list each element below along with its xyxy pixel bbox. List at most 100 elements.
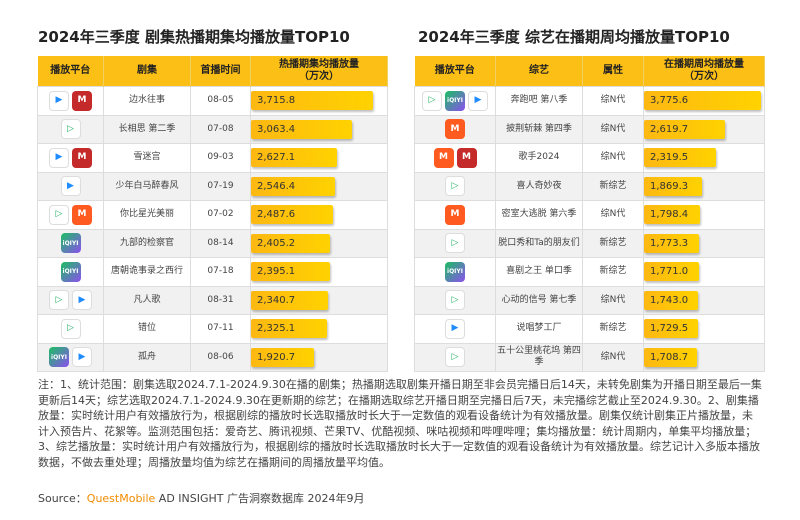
platform-cell: ▷	[414, 285, 496, 315]
value-bar: 1,729.5	[644, 319, 698, 339]
value-bar: 1,869.3	[644, 176, 702, 196]
value-cell: 1,729.5	[643, 314, 765, 344]
value-bar: 2,546.4	[251, 176, 335, 196]
variety-table: 播放平台 综艺 属性 在播期周均播放量 （万次） ▷ iQIYI ▶ 奔跑吧 第八季 综N代 3,…	[414, 56, 765, 372]
value-cell: 3,715.8	[250, 86, 388, 116]
title-cell: 五十公里桃花坞 第四季	[495, 342, 583, 372]
value-bar: 3,715.8	[251, 91, 373, 111]
title-cell: 错位	[103, 314, 191, 344]
column-header: 剧集	[103, 56, 191, 87]
attribute-cell: 综N代	[582, 143, 644, 173]
platform-cell: ▷ M	[37, 200, 104, 230]
table-row: iQIYI ▶ 孤舟 08-06 1,920.7	[37, 342, 388, 372]
table-row: iQIYI 九部的检察官 08-14 2,405.2	[37, 228, 388, 258]
platform-cell: ▶	[414, 314, 496, 344]
title-cell: 歌手2024	[495, 143, 583, 173]
platform-cell: iQIYI	[37, 228, 104, 258]
youku-icon: ▶	[468, 90, 488, 111]
tencent-icon: ▷	[445, 290, 465, 311]
youku-icon: ▶	[445, 318, 465, 339]
platform-cell: iQIYI	[414, 257, 496, 287]
value-bar: 1,798.4	[644, 205, 700, 225]
table-row: ▷ 喜人奇妙夜 新综艺 1,869.3	[414, 171, 765, 201]
column-header: 播放平台	[414, 56, 496, 87]
platform-cell: ▷ iQIYI ▶	[414, 86, 496, 116]
iqiyi-icon: iQIYI	[445, 90, 465, 111]
title-cell: 边水往事	[103, 86, 191, 116]
table-row: iQIYI 唐朝诡事录之西行 07-18 2,395.1	[37, 257, 388, 287]
value-cell: 3,775.6	[643, 86, 765, 116]
variety-table-title: 2024年三季度 综艺在播期周均播放量TOP10	[418, 28, 730, 46]
source-line: Source：QuestMobile AD INSIGHT 广告洞察数据库 20…	[38, 490, 365, 506]
footnotes: 注：1、统计范围：剧集选取2024.7.1-2024.9.30在播的剧集；热播期…	[38, 378, 762, 469]
value-bar: 2,619.7	[644, 119, 726, 139]
value-cell: 2,546.4	[250, 171, 388, 201]
source-text: AD INSIGHT 广告洞察数据库 2024年9月	[155, 492, 365, 505]
iqiyi-icon: iQIYI	[445, 261, 465, 282]
value-bar: 1,743.0	[644, 290, 698, 310]
attribute-cell: 新综艺	[582, 171, 644, 201]
title-cell: 披荆斩棘 第四季	[495, 114, 583, 144]
value-cell: 2,487.6	[250, 200, 388, 230]
column-header: 属性	[582, 56, 644, 87]
drama-table: 播放平台 剧集 首播时间 热播期集均播放量 （万次） ▶ M 边水往事 08-05 3,715.…	[37, 56, 388, 372]
value-bar: 3,775.6	[644, 91, 761, 111]
title-cell: 你比星光美丽	[103, 200, 191, 230]
table-row: ▷ 错位 07-11 2,325.1	[37, 314, 388, 344]
value-cell: 2,619.7	[643, 114, 765, 144]
value-cell: 1,798.4	[643, 200, 765, 230]
tencent-icon: ▷	[445, 233, 465, 254]
mango-icon: M	[445, 204, 465, 225]
title-cell: 雪迷宫	[103, 143, 191, 173]
platform-cell: ▶ M	[37, 143, 104, 173]
platform-cell: ▶	[37, 171, 104, 201]
value-bar: 1,920.7	[251, 347, 315, 367]
platform-cell: ▷	[414, 228, 496, 258]
premiere-date-cell: 07-18	[190, 257, 251, 287]
tencent-icon: ▷	[422, 90, 442, 111]
column-header: 在播期周均播放量 （万次）	[643, 56, 765, 87]
table-row: ▷ iQIYI ▶ 奔跑吧 第八季 综N代 3,775.6	[414, 86, 765, 116]
table-row: M 密室大逃脱 第六季 综N代 1,798.4	[414, 200, 765, 230]
table-row: iQIYI 喜剧之王 单口季 新综艺 1,771.0	[414, 257, 765, 287]
premiere-date-cell: 07-19	[190, 171, 251, 201]
brand-name: QuestMobile	[86, 492, 156, 505]
table-row: M M 歌手2024 综N代 2,319.5	[414, 143, 765, 173]
title-cell: 脱口秀和Ta的朋友们	[495, 228, 583, 258]
table-row: ▶ 说唱梦工厂 新综艺 1,729.5	[414, 314, 765, 344]
migu-icon: M	[456, 147, 477, 168]
attribute-cell: 综N代	[582, 285, 644, 315]
iqiyi-icon: iQIYI	[49, 347, 69, 368]
title-cell: 唐朝诡事录之西行	[103, 257, 191, 287]
column-header: 综艺	[495, 56, 583, 87]
value-bar: 2,405.2	[251, 233, 330, 253]
attribute-cell: 综N代	[582, 342, 644, 372]
tencent-icon: ▷	[60, 119, 81, 140]
value-cell: 1,708.7	[643, 342, 765, 372]
tencent-icon: ▷	[49, 204, 69, 225]
value-bar: 2,487.6	[251, 205, 333, 225]
value-bar: 1,708.7	[644, 347, 697, 367]
value-cell: 2,319.5	[643, 143, 765, 173]
value-cell: 2,395.1	[250, 257, 388, 287]
title-cell: 奔跑吧 第八季	[495, 86, 583, 116]
value-cell: 1,920.7	[250, 342, 388, 372]
title-cell: 长相思 第二季	[103, 114, 191, 144]
title-cell: 心动的信号 第七季	[495, 285, 583, 315]
title-cell: 说唱梦工厂	[495, 314, 583, 344]
platform-cell: ▷	[37, 314, 104, 344]
premiere-date-cell: 09-03	[190, 143, 251, 173]
table-row: M 披荆斩棘 第四季 综N代 2,619.7	[414, 114, 765, 144]
table-row: ▶ M 边水往事 08-05 3,715.8	[37, 86, 388, 116]
value-bar: 1,771.0	[644, 262, 699, 282]
title-cell: 凡人歌	[103, 285, 191, 315]
youku-icon: ▶	[72, 347, 92, 368]
platform-cell: ▷ ▶	[37, 285, 104, 315]
attribute-cell: 新综艺	[582, 257, 644, 287]
column-header: 播放平台	[37, 56, 104, 87]
tencent-icon: ▷	[445, 176, 465, 197]
table-row: ▷ 五十公里桃花坞 第四季 综N代 1,708.7	[414, 342, 765, 372]
premiere-date-cell: 08-05	[190, 86, 251, 116]
title-cell: 密室大逃脱 第六季	[495, 200, 583, 230]
